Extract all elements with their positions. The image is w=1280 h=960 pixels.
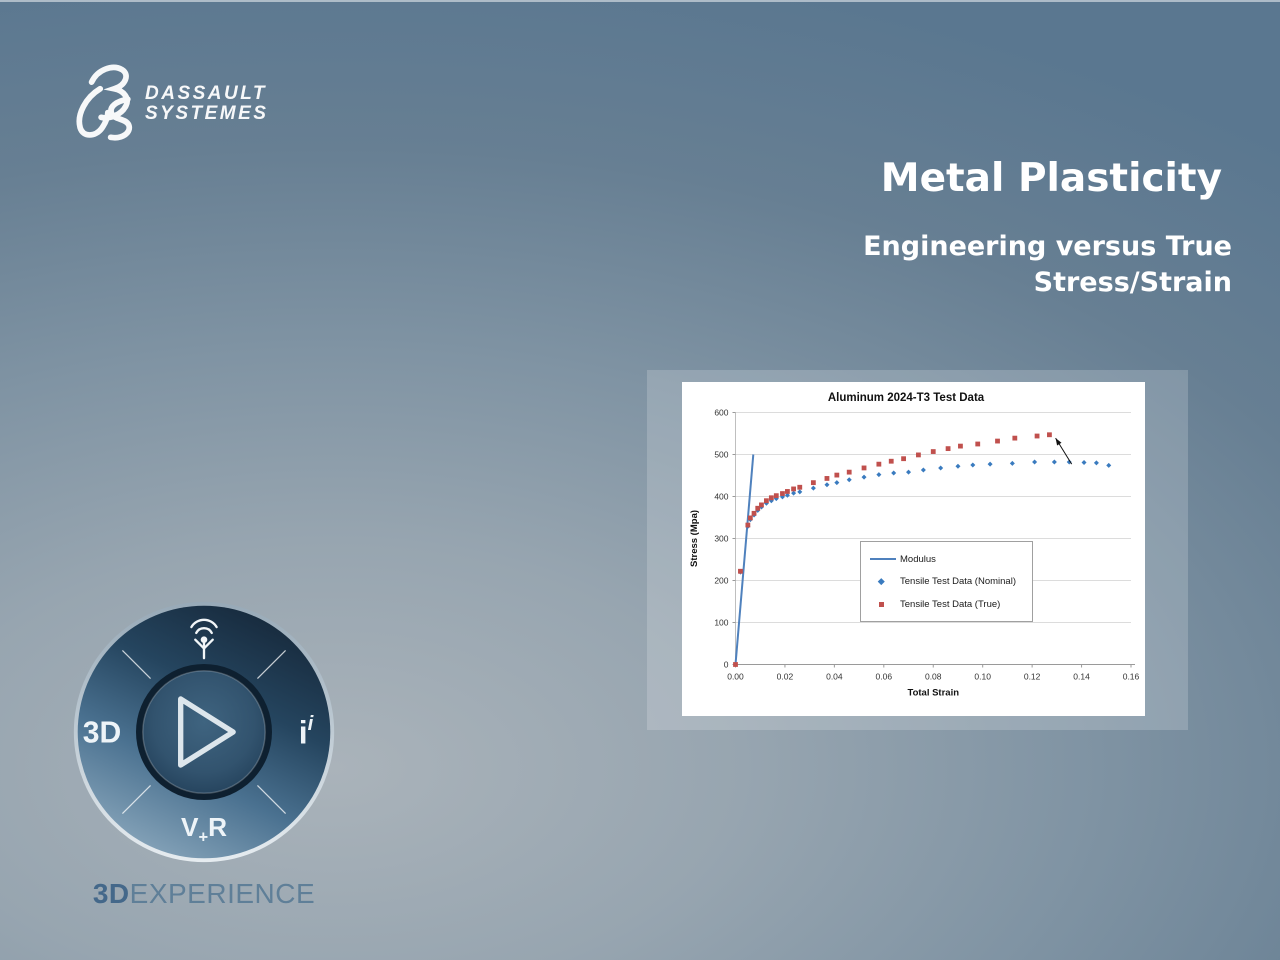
3dexperience-wordmark: 3DEXPERIENCE xyxy=(58,878,350,910)
svg-text:400: 400 xyxy=(714,492,728,502)
legend-swatch-wrap xyxy=(870,558,900,560)
stress-strain-chart: 0 100 200 300 400 500 600 0.00 0.02 0.04 0.06 0.08 0… xyxy=(689,392,1140,699)
play-icon xyxy=(178,696,236,768)
nominal-diamond-marker-icon xyxy=(878,578,885,585)
legend-label-nominal: Tensile Test Data (Nominal) xyxy=(900,576,1016,587)
compass-ifwe-label: ii xyxy=(299,713,315,751)
antenna-person-icon xyxy=(190,618,218,660)
svg-text:0: 0 xyxy=(724,660,729,670)
svg-text:0.02: 0.02 xyxy=(777,672,794,682)
legend-label-modulus: Modulus xyxy=(900,553,936,565)
page-title: Metal Plasticity xyxy=(880,156,1222,201)
svg-text:0.08: 0.08 xyxy=(925,672,942,682)
chart-card: 0 100 200 300 400 500 600 0.00 0.02 0.04 0.06 0.08 0… xyxy=(682,382,1145,716)
legend-label-true: Tensile Test Data (True) xyxy=(900,598,1001,610)
ds-swoosh-icon xyxy=(76,64,133,141)
compass-ifwe-base: i xyxy=(299,715,308,751)
compass-play-button[interactable]: 3D ii V+R xyxy=(68,596,340,868)
legend-row-nominal: Tensile Test Data (Nominal) xyxy=(870,576,1032,587)
3dexperience-3d: 3D xyxy=(92,878,130,909)
svg-text:0.10: 0.10 xyxy=(974,672,991,682)
modulus-line-sample-icon xyxy=(870,558,896,560)
svg-text:200: 200 xyxy=(714,576,728,586)
compass-vr-plus: + xyxy=(198,829,208,847)
title-block: Metal Plasticity Engineering versus True… xyxy=(863,156,1232,302)
svg-text:0.06: 0.06 xyxy=(876,672,893,682)
chart-legend: Modulus Tensile Test Data (Nominal) Tens… xyxy=(860,541,1033,622)
svg-text:500: 500 xyxy=(714,450,728,460)
page-subtitle: Engineering versus True Stress/Strain xyxy=(863,229,1232,302)
top-edge-highlight xyxy=(0,0,1280,2)
svg-text:Aluminum 2024-T3 Test Data: Aluminum 2024-T3 Test Data xyxy=(828,392,985,404)
compass-separator-lines xyxy=(121,649,287,815)
3dexperience-rest: EXPERIENCE xyxy=(129,878,316,909)
ds-logo-line2: SYSTEMES xyxy=(145,103,269,124)
compass-3d-label: 3D xyxy=(83,717,122,750)
ds-logo-line1: DASSAULT xyxy=(145,83,268,104)
compass-center-button[interactable] xyxy=(142,670,266,794)
compass-vr-v: V xyxy=(181,812,199,842)
dassault-systemes-logo: DASSAULT SYSTEMES xyxy=(73,64,268,144)
svg-text:300: 300 xyxy=(714,534,728,544)
compass-vr-r: R xyxy=(208,812,227,842)
legend-row-true: Tensile Test Data (True) xyxy=(870,599,1032,610)
svg-text:0.14: 0.14 xyxy=(1073,672,1090,682)
legend-row-modulus: Modulus xyxy=(870,554,1032,565)
page-subtitle-line2: Stress/Strain xyxy=(1033,267,1232,299)
ds-logo-text: DASSAULT SYSTEMES xyxy=(145,84,268,144)
svg-text:600: 600 xyxy=(714,408,728,418)
compass-ifwe-sup: i xyxy=(308,713,315,735)
true-square-marker-icon xyxy=(879,601,884,607)
svg-text:100: 100 xyxy=(714,618,728,628)
legend-swatch-wrap xyxy=(870,578,900,585)
svg-text:Total Strain: Total Strain xyxy=(907,688,959,699)
page-subtitle-line1: Engineering versus True xyxy=(863,231,1232,262)
chart-panel: 0 100 200 300 400 500 600 0.00 0.02 0.04 0.06 0.08 0… xyxy=(647,370,1188,730)
legend-swatch-wrap xyxy=(870,601,900,607)
svg-text:Stress (Mpa): Stress (Mpa) xyxy=(689,510,700,567)
svg-text:0.00: 0.00 xyxy=(727,672,744,682)
svg-text:0.04: 0.04 xyxy=(826,672,843,682)
svg-text:0.12: 0.12 xyxy=(1024,672,1041,682)
svg-text:0.16: 0.16 xyxy=(1123,672,1140,682)
compass-vr-label: V+R xyxy=(181,812,227,847)
